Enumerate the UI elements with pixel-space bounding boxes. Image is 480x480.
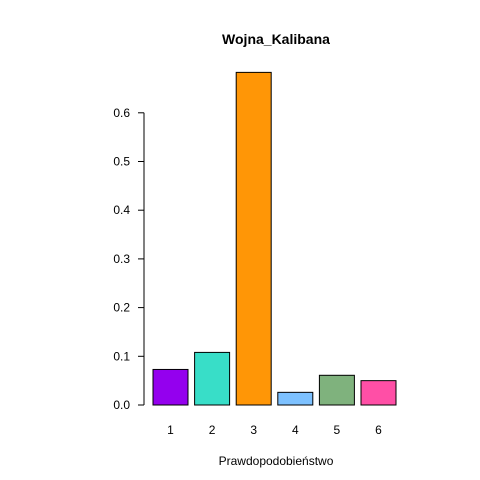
x-axis-label: Prawdopodobieństwo — [219, 454, 334, 468]
y-tick-label: 0.0 — [113, 398, 130, 412]
y-tick-label: 0.1 — [113, 349, 130, 363]
bar-3 — [235, 71, 272, 406]
x-tick-label: 4 — [292, 423, 299, 437]
bars-group — [152, 71, 397, 406]
bar-4 — [277, 391, 314, 406]
y-tick-label: 0.4 — [113, 203, 130, 217]
y-tick-label: 0.3 — [113, 252, 130, 266]
x-tick-label: 1 — [167, 423, 174, 437]
bar-5 — [318, 374, 355, 406]
bar-1 — [152, 368, 189, 406]
y-tick-label: 0.5 — [113, 155, 130, 169]
y-axis: 0.0 0.1 0.2 0.3 0.4 0.5 0.6 — [113, 106, 145, 412]
x-tick-labels: 1 2 3 4 5 6 — [167, 423, 382, 437]
x-tick-label: 6 — [375, 423, 382, 437]
y-tick-label: 0.6 — [113, 106, 130, 120]
x-tick-label: 3 — [250, 423, 257, 437]
y-tick-label: 0.2 — [113, 301, 130, 315]
x-tick-label: 5 — [334, 423, 341, 437]
x-tick-label: 2 — [209, 423, 216, 437]
bar-6 — [360, 380, 397, 406]
chart-title: Wojna_Kalibana — [222, 31, 330, 47]
bar-2 — [194, 351, 231, 406]
